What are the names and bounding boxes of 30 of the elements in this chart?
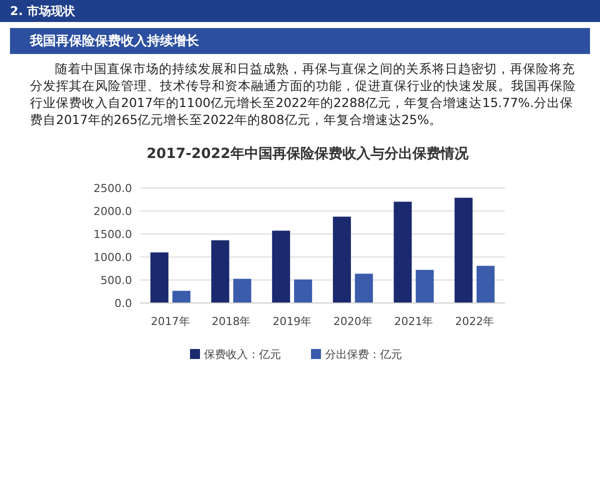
bar [354, 274, 373, 303]
bar [394, 202, 412, 303]
x-tick-label: 2022年 [455, 315, 494, 328]
y-tick-label: 0.0 [114, 297, 132, 310]
annotation: 我国再保险保费收入持续增长 [10, 28, 590, 54]
bar [454, 198, 473, 303]
title: 2017-2022年中国再保险保费收入与分出保费情况 [146, 146, 468, 162]
y-tick-label: 500.0 [100, 274, 132, 287]
x-tick-label: 2020年 [333, 315, 372, 328]
y-tick-label: 1000.0 [94, 251, 132, 264]
bar [416, 270, 434, 303]
bar [476, 266, 495, 303]
x-tick-label: 2018年 [212, 315, 251, 328]
bar [172, 290, 190, 303]
legend-label: 分出保费：亿元 [325, 348, 402, 361]
bar [332, 216, 351, 303]
y-tick-label: 1500.0 [94, 228, 132, 241]
y-tick-label: 2500.0 [94, 182, 132, 195]
x-tick-label: 2019年 [272, 315, 312, 328]
x-tick-label: 2021年 [394, 315, 434, 328]
bar [233, 278, 252, 303]
annotation: 2. 市场现状 [0, 0, 600, 22]
x-tick-label: 2017年 [150, 315, 190, 328]
bar [150, 252, 168, 303]
annotation: 随着中国直保市场的持续发展和日益成熟，再保与直保之间的关系将日趋密切，再保险将充分发挥其在风险管理、技术传导和资本融通方面的功能，促进直保行业的快速发展。我国再保险行业保费收入自2017年的1100亿元增长至2022年的2288亿元，年复合增速达15.77%.分出保费自2017年的265亿元增长至2022年的808亿元，年复合增速达25%。 [30, 60, 577, 128]
legend-label: 保费收入：亿元 [204, 348, 281, 361]
bar [294, 279, 312, 303]
bar [272, 230, 290, 303]
y-tick-label: 2000.0 [94, 205, 132, 218]
bar [211, 240, 230, 303]
